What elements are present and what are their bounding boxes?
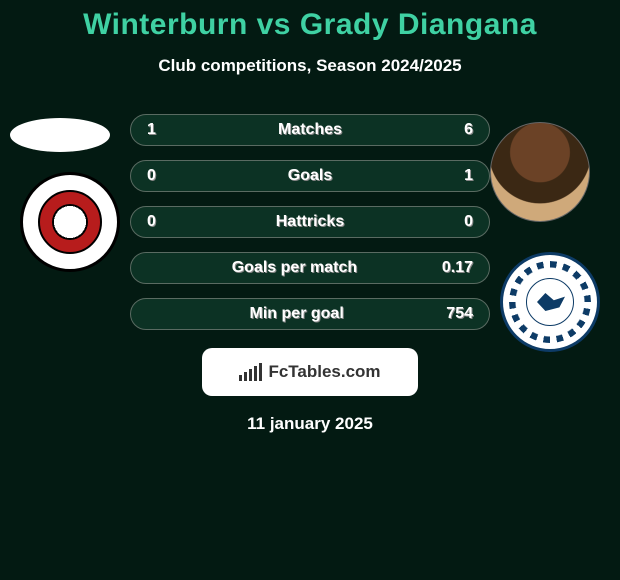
infographic-root: Winterburn vs Grady Diangana Club compet… xyxy=(0,0,620,580)
club-badge-left-inner xyxy=(38,190,102,254)
club-badge-right-bird xyxy=(526,278,574,326)
table-row: 0 Goals 1 xyxy=(130,160,490,192)
stat-left-value: 1 xyxy=(147,121,156,139)
stat-left-value: 0 xyxy=(147,213,156,231)
subtitle: Club competitions, Season 2024/2025 xyxy=(0,56,620,76)
table-row: 0 Hattricks 0 xyxy=(130,206,490,238)
club-badge-right xyxy=(500,252,600,352)
source-logo: FcTables.com xyxy=(202,348,418,396)
player-avatar-right xyxy=(490,122,590,222)
date-label: 11 january 2025 xyxy=(0,414,620,434)
stat-right-value: 0 xyxy=(464,213,473,231)
player-avatar-left xyxy=(10,118,110,152)
table-row: 1 Matches 6 xyxy=(130,114,490,146)
stat-right-value: 754 xyxy=(446,305,473,323)
stat-right-value: 0.17 xyxy=(442,259,473,277)
stat-label: Hattricks xyxy=(276,213,344,231)
stat-left-value: 0 xyxy=(147,167,156,185)
stats-table: 1 Matches 6 0 Goals 1 0 Hattricks 0 Goal… xyxy=(130,114,490,330)
stat-label: Goals xyxy=(288,167,332,185)
stat-label: Min per goal xyxy=(250,305,344,323)
table-row: Goals per match 0.17 xyxy=(130,252,490,284)
stat-right-value: 6 xyxy=(464,121,473,139)
page-title: Winterburn vs Grady Diangana xyxy=(0,8,620,42)
club-badge-left xyxy=(20,172,120,272)
source-logo-text: FcTables.com xyxy=(268,362,380,382)
table-row: Min per goal 754 xyxy=(130,298,490,330)
stat-label: Matches xyxy=(278,121,342,139)
stat-label: Goals per match xyxy=(232,259,357,277)
bar-chart-icon xyxy=(239,363,262,381)
stat-right-value: 1 xyxy=(464,167,473,185)
